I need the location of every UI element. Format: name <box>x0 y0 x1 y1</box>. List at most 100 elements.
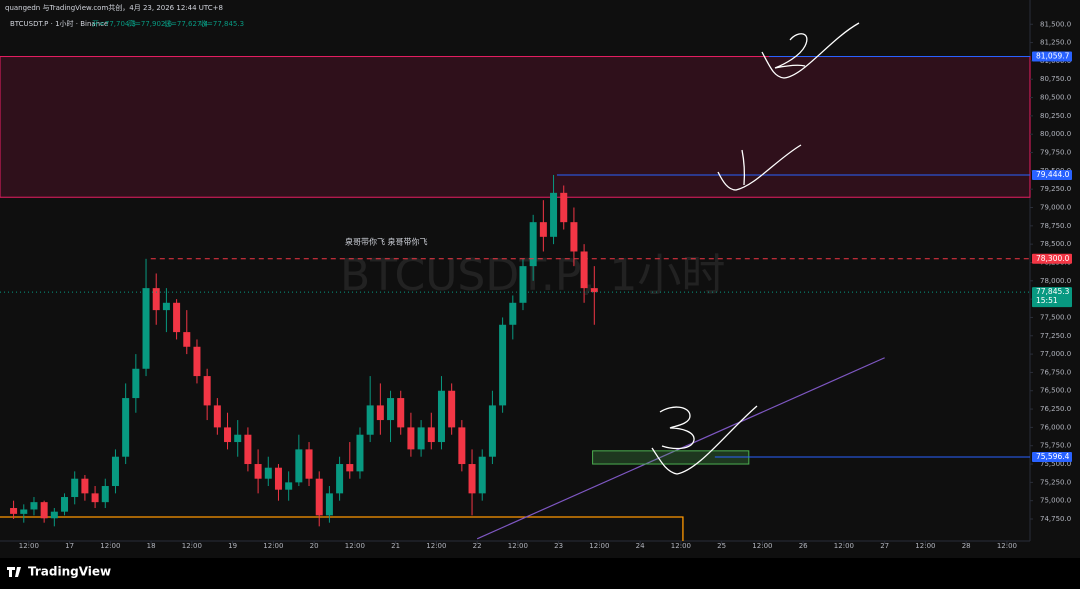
zone <box>0 56 1031 198</box>
legend: BTCUSDT.P · 1小时 · Binance <box>10 19 108 28</box>
ohlc-label: 开=77,704.3 <box>92 20 136 28</box>
y-tick-label: 79,750.0 <box>1040 149 1071 157</box>
candle-body <box>315 478 323 516</box>
y-tick-label: 76,250.0 <box>1040 405 1071 413</box>
candle-body <box>295 449 303 483</box>
x-tick-label: 23 <box>554 542 563 550</box>
x-tick-label: 12:00 <box>426 542 446 550</box>
x-tick-label: 12:00 <box>100 542 120 550</box>
y-tick-label: 75,250.0 <box>1040 478 1071 486</box>
x-tick-label: 19 <box>228 542 237 550</box>
candle-body <box>590 288 598 293</box>
x-tick-label: 18 <box>147 542 156 550</box>
x-tick-label: 17 <box>65 542 74 550</box>
candle-body <box>499 324 507 406</box>
candle-body <box>325 493 333 516</box>
x-tick-label: 12:00 <box>671 542 691 550</box>
y-tick-label: 78,000.0 <box>1040 277 1071 285</box>
y-tick-label: 79,250.0 <box>1040 185 1071 193</box>
footer <box>0 558 1080 589</box>
annotation: 泉哥带你飞 泉哥带你飞 <box>345 237 428 247</box>
x-tick-label: 20 <box>310 542 319 550</box>
logo <box>7 567 21 577</box>
candle-body <box>193 346 201 377</box>
candle-body <box>529 222 537 267</box>
candle-body <box>142 288 150 369</box>
candle-body <box>407 427 415 450</box>
y-tick-label: 81,500.0 <box>1040 20 1071 28</box>
x-tick-label: 12:00 <box>263 542 283 550</box>
y-tick-label: 75,500.0 <box>1040 460 1071 468</box>
x-tick-label: 12:00 <box>834 542 854 550</box>
y-tick-label: 81,250.0 <box>1040 39 1071 47</box>
x-tick-label: 12:00 <box>589 542 609 550</box>
x-tick-label: 12:00 <box>508 542 528 550</box>
price-badge-label: 79,444.0 <box>1036 170 1070 179</box>
candle-body <box>346 464 354 472</box>
y-tick-label: 76,500.0 <box>1040 387 1071 395</box>
x-tick-label: 12:00 <box>997 542 1017 550</box>
ohlc-label: 收=77,845.3 <box>200 19 244 28</box>
price-badge-label: 81,059.7 <box>1036 52 1070 61</box>
candle-body <box>305 449 313 479</box>
candle-body <box>203 376 211 406</box>
candle-body <box>488 405 496 457</box>
candle-body <box>539 222 547 237</box>
price-badge-label: 75,596.4 <box>1036 452 1070 461</box>
y-tick-label: 78,500.0 <box>1040 240 1071 248</box>
price-badge-label: 77,845.3 <box>1036 287 1070 296</box>
price-badge <box>1032 253 1072 264</box>
candle-body <box>224 427 232 443</box>
candle-body <box>366 405 374 435</box>
candle-body <box>162 302 170 311</box>
price-badge <box>1032 287 1072 308</box>
candle-body <box>437 390 445 443</box>
handwriting <box>651 22 860 475</box>
y-tick-label: 80,000.0 <box>1040 130 1071 138</box>
candle-body <box>509 302 517 325</box>
candle-body <box>30 502 38 510</box>
y-tick-label: 80,750.0 <box>1040 75 1071 83</box>
candle-body <box>40 502 48 519</box>
candle-body <box>213 405 221 428</box>
attribution: quangedn 与TradingView.com共创，4月 23, 2026 … <box>5 3 223 12</box>
candle-body <box>570 222 578 252</box>
y-tick-label: 75,750.0 <box>1040 442 1071 450</box>
brand: TradingView <box>28 565 111 579</box>
candle-body <box>122 398 130 457</box>
candle-body <box>81 478 89 494</box>
candle-body <box>111 456 119 487</box>
candle-body <box>173 302 181 333</box>
price-badge <box>1032 451 1072 462</box>
y-tick-label: 77,250.0 <box>1040 332 1071 340</box>
y-tick-label: 80,500.0 <box>1040 94 1071 102</box>
x-tick-label: 21 <box>391 542 400 550</box>
candle-body <box>468 464 476 494</box>
y-tick-label: 76,000.0 <box>1040 423 1071 431</box>
x-tick-label: 12:00 <box>752 542 772 550</box>
x-tick-label: 24 <box>636 542 645 550</box>
x-tick-label: 12:00 <box>915 542 935 550</box>
x-tick-label: 12:00 <box>182 542 202 550</box>
candle-body <box>285 482 293 490</box>
candle-body <box>478 456 486 494</box>
candle-body <box>356 434 364 472</box>
x-tick-label: 27 <box>880 542 889 550</box>
x-tick-label: 12:00 <box>345 542 365 550</box>
candle-body <box>91 493 99 503</box>
support-line <box>0 516 684 541</box>
y-tick-label: 77,500.0 <box>1040 313 1071 321</box>
x-tick-label: 12:00 <box>19 542 39 550</box>
candle-body <box>336 464 344 494</box>
price-badge <box>1032 51 1072 62</box>
candle-body <box>50 511 58 519</box>
candle-body <box>132 368 140 399</box>
candle-body <box>71 478 79 498</box>
y-tick-label: 76,750.0 <box>1040 368 1071 376</box>
y-tick-label: 78,750.0 <box>1040 222 1071 230</box>
candle-body <box>244 434 252 465</box>
candle-body <box>234 434 242 443</box>
ohlc-label: 低=77,627.4 <box>164 19 209 28</box>
